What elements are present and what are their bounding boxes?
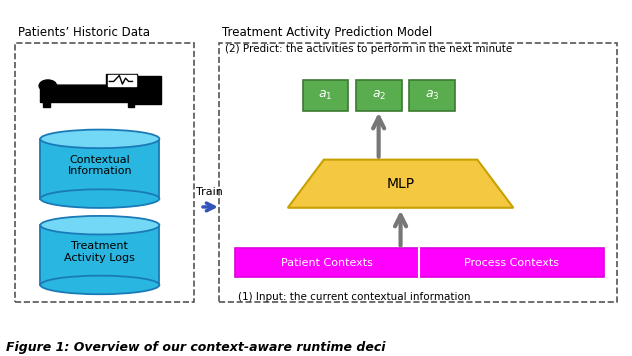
FancyBboxPatch shape [356, 80, 401, 111]
Text: Treatment
Activity Logs: Treatment Activity Logs [64, 241, 135, 262]
Text: (2) Predict: the activities to perform in the next minute: (2) Predict: the activities to perform i… [225, 44, 513, 54]
Text: Process Contexts: Process Contexts [465, 257, 559, 268]
FancyBboxPatch shape [108, 75, 136, 86]
Ellipse shape [40, 216, 159, 235]
Polygon shape [288, 159, 513, 208]
FancyBboxPatch shape [40, 88, 138, 103]
Text: Figure 1: Overview of our context-aware runtime deci: Figure 1: Overview of our context-aware … [6, 341, 386, 354]
FancyBboxPatch shape [106, 74, 138, 88]
FancyBboxPatch shape [128, 101, 135, 108]
FancyBboxPatch shape [303, 80, 348, 111]
Text: $a_2$: $a_2$ [372, 89, 386, 102]
Text: Train: Train [196, 187, 223, 197]
FancyBboxPatch shape [40, 139, 159, 199]
Ellipse shape [40, 130, 159, 148]
FancyBboxPatch shape [234, 248, 604, 277]
FancyBboxPatch shape [131, 76, 161, 104]
FancyBboxPatch shape [49, 85, 111, 98]
Text: Contextual
Information: Contextual Information [68, 155, 132, 176]
Text: $a_3$: $a_3$ [425, 89, 439, 102]
Text: Patients’ Historic Data: Patients’ Historic Data [18, 26, 150, 39]
Ellipse shape [40, 189, 159, 208]
Text: $a_1$: $a_1$ [318, 89, 332, 102]
Text: MLP: MLP [387, 177, 415, 191]
Text: Patient Contexts: Patient Contexts [281, 257, 373, 268]
Ellipse shape [40, 276, 159, 294]
FancyBboxPatch shape [40, 225, 159, 285]
FancyBboxPatch shape [409, 80, 455, 111]
Text: Treatment Activity Prediction Model: Treatment Activity Prediction Model [222, 26, 432, 39]
Text: (1) Input: the current contextual information: (1) Input: the current contextual inform… [238, 292, 470, 302]
Ellipse shape [39, 80, 57, 91]
FancyBboxPatch shape [44, 101, 50, 108]
